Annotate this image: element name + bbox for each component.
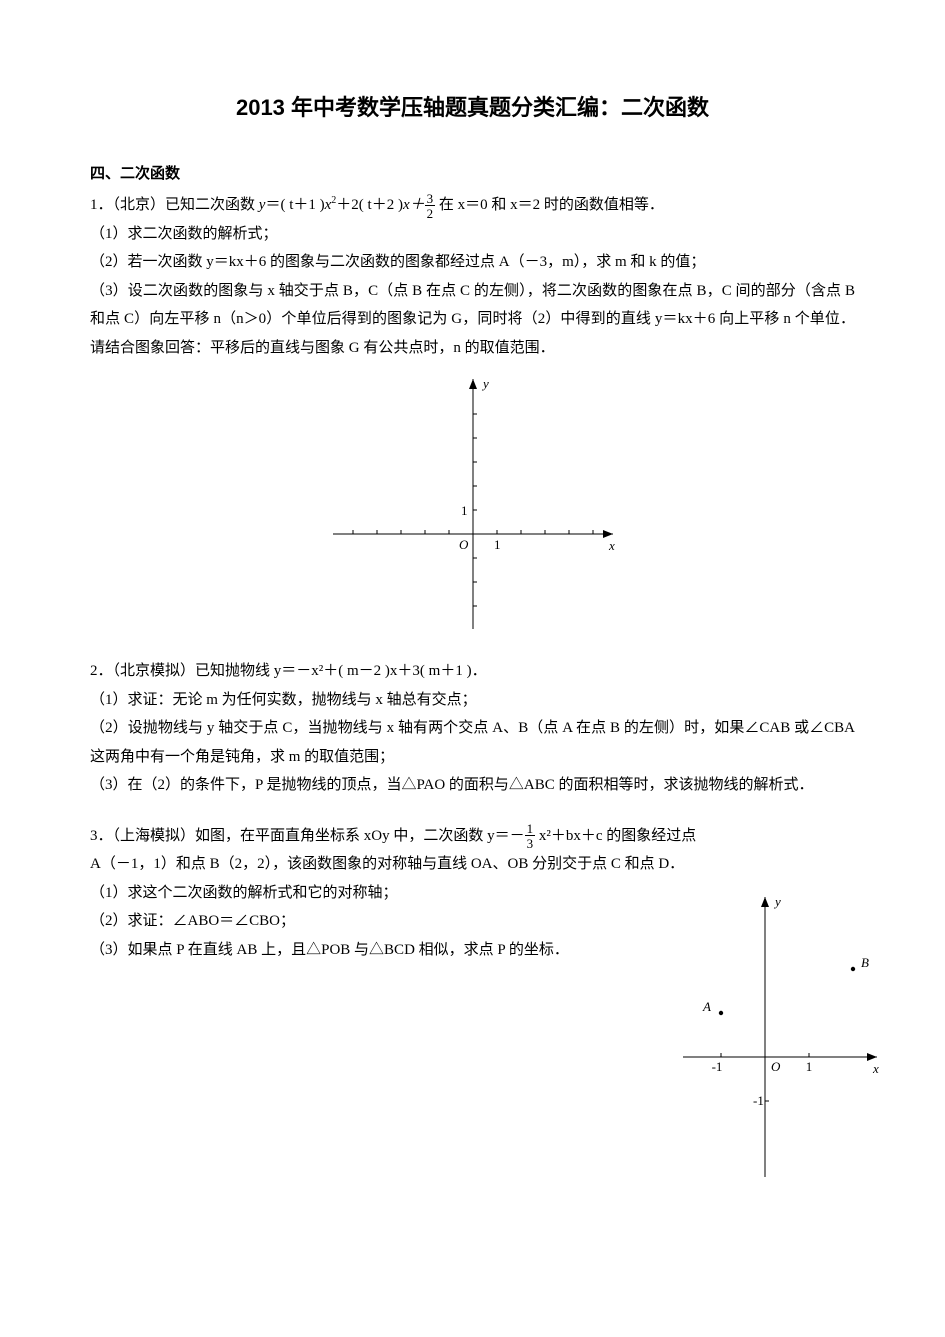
q3-stem-mid: x²＋bx＋c 的图象经过点 — [535, 828, 696, 844]
section-header: 四、二次函数 — [90, 162, 855, 183]
q1-eq: ＝ — [265, 197, 280, 213]
q1-chart-wrap: x y O 1 1 — [90, 374, 855, 639]
q3-p2: （2）求证：∠ABO＝∠CBO； — [90, 907, 655, 936]
svg-text:1: 1 — [494, 537, 501, 552]
q1-var-x: x＋ — [403, 197, 425, 213]
svg-text:B: B — [861, 955, 869, 970]
q1-coef-b: ＋2( t＋2 ) — [336, 197, 403, 213]
q3-frac-den: 3 — [525, 836, 536, 850]
q1-frac-den: 2 — [425, 206, 436, 220]
q1-frac: 32 — [425, 192, 436, 220]
q3-frac: 13 — [525, 822, 536, 850]
svg-text:-1: -1 — [712, 1059, 723, 1074]
q1-frac-num: 3 — [425, 192, 436, 206]
q3-p1: （1）求这个二次函数的解析式和它的对称轴； — [90, 879, 655, 908]
doc-title: 2013 年中考数学压轴题真题分类汇编：二次函数 — [90, 90, 855, 122]
svg-text:x: x — [872, 1061, 879, 1076]
q1-p3: （3）设二次函数的图象与 x 轴交于点 B，C（点 B 在点 C 的左侧），将二… — [90, 277, 855, 363]
q3-stem-pre: 3．（上海模拟）如图，在平面直角坐标系 xOy 中，二次函数 y＝－ — [90, 828, 525, 844]
q3-layout: A（－1，1）和点 B（2，2），该函数图象的对称轴与直线 OA、OB 分别交于… — [90, 850, 855, 964]
q2-p2: （2）设抛物线与 y 轴交于点 C，当抛物线与 x 轴有两个交点 A、B（点 A… — [90, 714, 855, 771]
q3-axes-chart: x y O -1 1 -1 A B — [675, 892, 885, 1182]
q1-stem: 1．（北京）已知二次函数 y＝( t＋1 )x2＋2( t＋2 )x＋32 在 … — [90, 191, 855, 220]
q1-p1: （1）求二次函数的解析式； — [90, 220, 855, 249]
svg-text:y: y — [773, 894, 781, 909]
svg-text:1: 1 — [461, 503, 468, 518]
q3-p3: （3）如果点 P 在直线 AB 上，且△POB 与△BCD 相似，求点 P 的坐… — [90, 936, 655, 965]
q1-coef-a: ( t＋1 ) — [280, 197, 324, 213]
q1-p2: （2）若一次函数 y＝kx＋6 的图象与二次函数的图象都经过点 A（－3，m），… — [90, 248, 855, 277]
page: 2013 年中考数学压轴题真题分类汇编：二次函数 四、二次函数 1．（北京）已知… — [0, 0, 945, 1337]
svg-text:1: 1 — [806, 1059, 813, 1074]
svg-text:O: O — [771, 1059, 781, 1074]
q1-stem-post: 在 x＝0 和 x＝2 时的函数值相等． — [435, 197, 664, 213]
q2-p1: （1）求证：无论 m 为任何实数，抛物线与 x 轴总有交点； — [90, 686, 855, 715]
q2-stem: 2．（北京模拟）已知抛物线 y＝－x²＋( m－2 )x＋3( m＋1 )． — [90, 657, 855, 686]
svg-text:x: x — [608, 538, 615, 553]
q1-axes-chart: x y O 1 1 — [323, 374, 623, 634]
q1-stem-pre: 1．（北京）已知二次函数 — [90, 197, 259, 213]
svg-text:-1: -1 — [753, 1093, 764, 1108]
q3-stem1: 3．（上海模拟）如图，在平面直角坐标系 xOy 中，二次函数 y＝－13 x²＋… — [90, 822, 855, 851]
q3-frac-num: 1 — [525, 822, 536, 836]
q2-p3: （3）在（2）的条件下，P 是抛物线的顶点，当△PAO 的面积与△ABC 的面积… — [90, 771, 855, 800]
svg-text:y: y — [481, 376, 489, 391]
svg-text:A: A — [702, 999, 711, 1014]
svg-text:O: O — [459, 537, 469, 552]
q3-stem2: A（－1，1）和点 B（2，2），该函数图象的对称轴与直线 OA、OB 分别交于… — [90, 850, 855, 879]
spacer — [90, 800, 855, 822]
